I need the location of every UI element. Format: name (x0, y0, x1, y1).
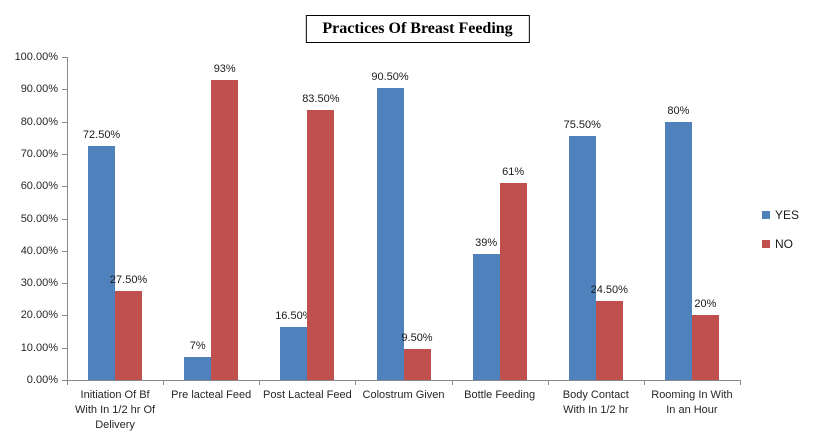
bar-no-2 (307, 110, 335, 380)
y-tick (62, 347, 67, 349)
x-tick (67, 381, 68, 385)
chart-title: Practices Of Breast Feeding (305, 15, 530, 43)
category-label-line: Post Lacteal Feed (263, 389, 352, 401)
bar-yes-2 (280, 326, 308, 380)
x-tick (355, 381, 357, 385)
legend-item-yes: YES (762, 208, 799, 222)
category-label-line: With In 1/2 hr Of (75, 404, 156, 416)
x-tick (451, 381, 453, 385)
x-tick (643, 381, 645, 385)
y-tick-label: 50.00% (20, 212, 58, 225)
legend-label: NO (775, 237, 793, 251)
legend-swatch-icon (762, 211, 770, 219)
category-label-line: Pre lacteal Feed (171, 389, 252, 401)
category-label-line: Colostrum Given (362, 389, 445, 401)
category-label: Body Contact With In 1/2 hr (544, 388, 648, 418)
category-label-line: With In 1/2 hr (563, 404, 629, 416)
bar-value-label: 90.50% (371, 70, 409, 83)
y-axis-line (67, 57, 68, 381)
y-tick (62, 218, 67, 220)
y-tick-label: 30.00% (20, 277, 58, 290)
category-label-line: In an Hour (666, 404, 718, 416)
y-tick (62, 250, 67, 252)
bar-value-label: 20% (694, 298, 717, 311)
bar-value-label: 16.50% (275, 309, 313, 322)
x-axis-line (67, 380, 741, 381)
y-tick (62, 380, 67, 381)
bar-value-label: 7% (189, 340, 206, 353)
y-tick (62, 315, 67, 317)
category-label-line: Delivery (95, 419, 135, 431)
bar-no-4 (499, 182, 527, 380)
y-tick-label: 0.00% (26, 374, 58, 386)
y-tick (62, 283, 67, 285)
category-label-line: Initiation Of Bf (80, 389, 150, 401)
bar-value-label: 39% (475, 237, 498, 250)
y-tick-label: 90.00% (20, 83, 58, 96)
category-label-line: Rooming In With (651, 389, 733, 401)
category-label: Colostrum Given (351, 388, 455, 403)
y-tick (62, 57, 67, 58)
y-tick-label: 100.00% (14, 51, 58, 63)
x-tick (740, 381, 741, 385)
y-tick-label: 40.00% (20, 244, 58, 257)
bar-yes-4 (472, 254, 500, 380)
bar-value-label: 61% (502, 165, 525, 178)
category-label: Pre lacteal Feed (159, 388, 263, 403)
y-tick-label: 60.00% (20, 180, 58, 193)
legend-label: YES (775, 208, 800, 222)
legend: YES NO (762, 208, 799, 266)
bar-value-label: 27.50% (109, 274, 148, 287)
bar-no-6 (691, 315, 719, 380)
y-tick (62, 121, 67, 123)
y-tick (62, 153, 67, 155)
y-tick-label: 70.00% (20, 147, 58, 160)
bar-value-label: 9.50% (401, 332, 433, 345)
category-label: Post Lacteal Feed (255, 388, 359, 403)
y-tick-label: 80.00% (20, 115, 58, 128)
bar-value-label: 93% (213, 62, 236, 75)
x-tick (259, 381, 261, 385)
x-tick (547, 381, 549, 385)
bar-value-label: 80% (667, 104, 690, 117)
bar-no-0 (115, 291, 143, 380)
bar-no-1 (211, 79, 239, 380)
bar-value-label: 72.50% (82, 128, 121, 141)
bar-yes-5 (568, 136, 596, 380)
y-tick-label: 10.00% (20, 341, 58, 354)
category-label-line: Body Contact (562, 389, 629, 401)
legend-swatch-icon (762, 240, 770, 248)
y-tick (62, 186, 67, 188)
bar-yes-0 (88, 145, 116, 380)
bar-yes-1 (184, 357, 212, 380)
category-label: Initiation Of Bf With In 1/2 hr Of Deliver… (63, 388, 167, 433)
bar-value-label: 24.50% (590, 283, 628, 296)
bar-no-5 (595, 300, 623, 380)
bar-yes-3 (376, 87, 404, 380)
category-label: Rooming In With In an Hour (640, 388, 744, 418)
y-tick-label: 20.00% (20, 309, 58, 322)
bar-no-3 (403, 349, 431, 380)
y-tick (62, 89, 67, 91)
bar-value-label: 83.50% (302, 93, 340, 106)
category-label-line: Bottle Feeding (464, 389, 536, 401)
x-tick (163, 381, 165, 385)
category-label: Bottle Feeding (448, 388, 552, 403)
bar-yes-6 (664, 121, 692, 380)
legend-item-no: NO (762, 237, 799, 251)
bar-value-label: 75.50% (563, 119, 601, 132)
